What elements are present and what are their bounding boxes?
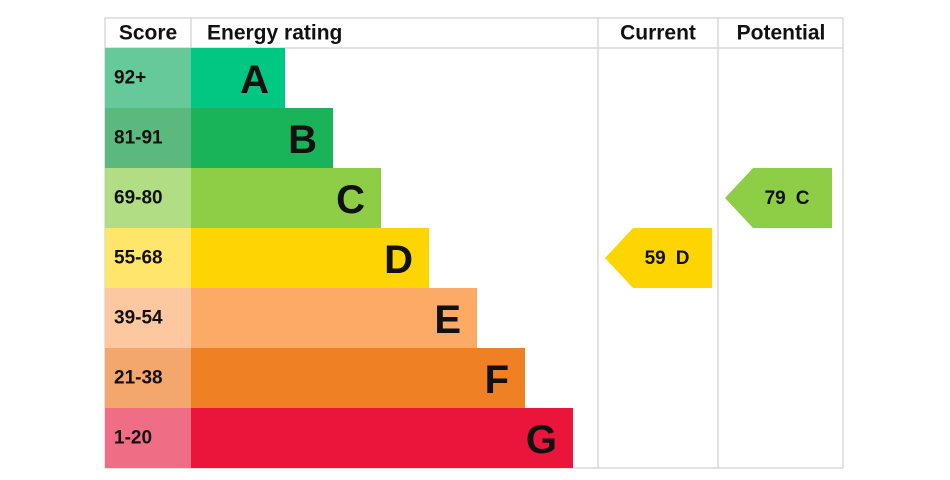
score-range: 21-38 <box>114 368 163 389</box>
score-cell <box>105 168 191 228</box>
rating-letter: E <box>434 298 461 342</box>
rating-bar <box>191 168 381 228</box>
rating-bar <box>191 288 477 348</box>
score-cell <box>105 228 191 288</box>
score-range: 1-20 <box>114 428 152 449</box>
rating-bar <box>191 408 573 468</box>
rating-letter: B <box>288 118 317 162</box>
rating-bar <box>191 228 429 288</box>
rating-letter: G <box>526 418 557 462</box>
score-cell <box>105 348 191 408</box>
header-potential: Potential <box>737 22 826 45</box>
score-range: 55-68 <box>114 248 163 269</box>
header-score: Score <box>119 22 177 45</box>
rating-letter: A <box>240 58 269 102</box>
score-range: 81-91 <box>114 128 163 149</box>
rating-letter: F <box>485 358 509 402</box>
current-arrow <box>605 228 712 288</box>
score-range: 69-80 <box>114 188 163 209</box>
potential-band: C <box>796 188 810 209</box>
potential-score: 79 <box>765 188 786 209</box>
potential-label: 79 C <box>765 188 810 209</box>
current-label: 59 D <box>645 248 690 269</box>
score-cell <box>105 108 191 168</box>
rating-bar <box>191 48 285 108</box>
current-score: 59 <box>645 248 666 269</box>
rating-bar <box>191 108 333 168</box>
rating-bar <box>191 348 525 408</box>
current-band: D <box>676 248 690 269</box>
header-energy-rating: Energy rating <box>207 22 342 45</box>
score-range: 92+ <box>114 68 146 89</box>
score-cell <box>105 288 191 348</box>
score-range: 39-54 <box>114 308 163 329</box>
rating-letter: D <box>384 238 413 282</box>
header-current: Current <box>620 22 696 45</box>
rating-letter: C <box>336 178 365 222</box>
score-cell <box>105 408 191 468</box>
score-cell <box>105 48 191 108</box>
potential-arrow <box>725 168 832 228</box>
